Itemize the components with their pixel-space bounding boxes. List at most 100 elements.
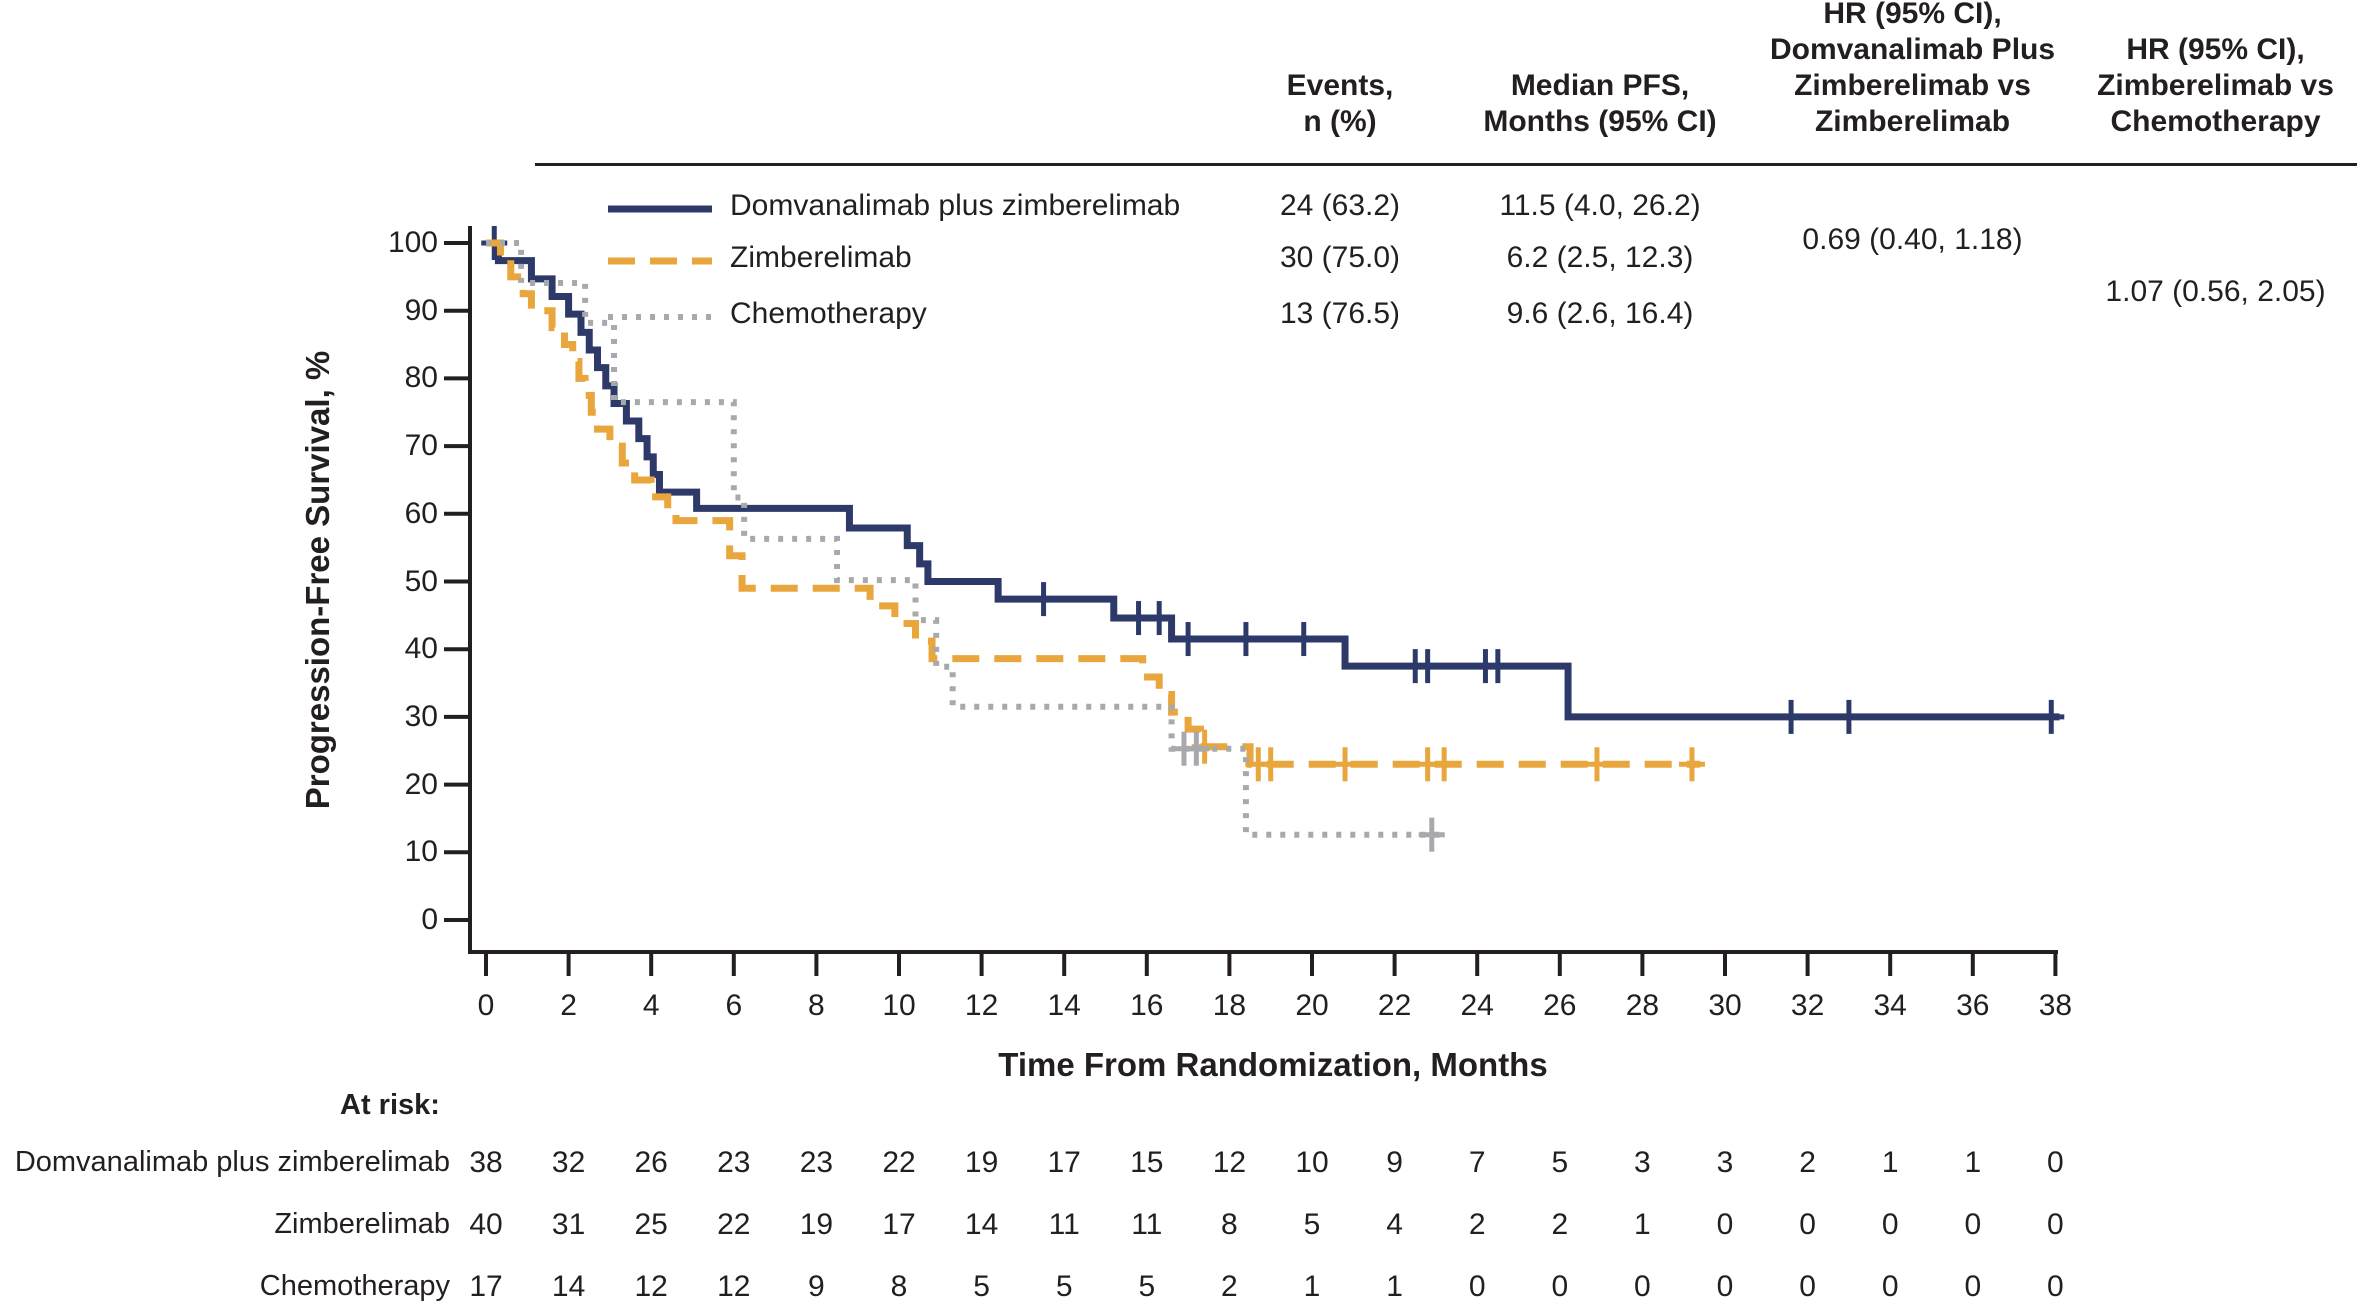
at-risk-count: 25 bbox=[634, 1208, 668, 1241]
events-value-row1: 24 (63.2) bbox=[1279, 189, 1401, 222]
at-risk-count: 10 bbox=[1295, 1146, 1329, 1179]
at-risk-count: 19 bbox=[799, 1208, 834, 1241]
x-tick-label: 24 bbox=[1460, 989, 1494, 1022]
x-tick-label: 34 bbox=[1873, 989, 1907, 1022]
at-risk-count: 8 bbox=[890, 1270, 908, 1303]
x-tick-label: 0 bbox=[477, 989, 495, 1022]
at-risk-count: 2 bbox=[1551, 1208, 1569, 1241]
hr-value-zim-vs-chemo: 1.07 (0.56, 2.05) bbox=[2105, 275, 2326, 308]
at-risk-count: 0 bbox=[1881, 1208, 1899, 1241]
y-tick-label: 80 bbox=[404, 361, 438, 395]
at-risk-count: 1 bbox=[1964, 1146, 1982, 1179]
at-risk-count: 1 bbox=[1386, 1270, 1403, 1303]
at-risk-count: 26 bbox=[634, 1146, 668, 1179]
at-risk-row-label-chemo: Chemotherapy bbox=[259, 1270, 450, 1302]
y-tick-label: 50 bbox=[404, 564, 438, 598]
at-risk-count: 17 bbox=[882, 1208, 916, 1241]
at-risk-count: 38 bbox=[469, 1146, 503, 1179]
at-risk-count: 22 bbox=[717, 1208, 751, 1241]
at-risk-count: 0 bbox=[1634, 1270, 1651, 1303]
at-risk-count: 8 bbox=[1221, 1208, 1238, 1241]
at-risk-count: 12 bbox=[717, 1270, 751, 1303]
at-risk-count: 0 bbox=[1799, 1208, 1816, 1241]
x-tick-label: 16 bbox=[1130, 989, 1164, 1022]
at-risk-count: 15 bbox=[1130, 1146, 1164, 1179]
events-value-row2: 30 (75.0) bbox=[1279, 241, 1401, 274]
x-tick-label: 6 bbox=[725, 989, 743, 1022]
y-tick-label: 40 bbox=[404, 632, 438, 666]
at-risk-count: 0 bbox=[1881, 1270, 1899, 1303]
at-risk-count: 0 bbox=[1716, 1208, 1734, 1241]
legend-label: Domvanalimab plus zimberelimab bbox=[730, 189, 1181, 222]
y-tick-label: 60 bbox=[404, 496, 438, 530]
y-tick-label: 100 bbox=[387, 226, 438, 259]
legend-label: Chemotherapy bbox=[730, 297, 927, 330]
y-tick-label: 30 bbox=[404, 699, 438, 733]
at-risk-count: 0 bbox=[2047, 1208, 2064, 1241]
at-risk-count: 22 bbox=[882, 1146, 916, 1179]
at-risk-count: 4 bbox=[1386, 1208, 1403, 1241]
at-risk-row-label-zim: Zimberelimab bbox=[274, 1208, 450, 1240]
hr-value-dom-vs-zim: 0.69 (0.40, 1.18) bbox=[1802, 223, 2023, 256]
at-risk-count: 9 bbox=[1386, 1146, 1403, 1179]
at-risk-count: 1 bbox=[1634, 1208, 1651, 1241]
legend-line-sample-dotted bbox=[608, 309, 712, 320]
at-risk-count: 23 bbox=[799, 1146, 834, 1179]
legend-label: Zimberelimab bbox=[730, 241, 912, 274]
x-tick-label: 10 bbox=[882, 989, 916, 1022]
x-tick-label: 32 bbox=[1790, 989, 1825, 1022]
at-risk-count: 2 bbox=[1221, 1270, 1238, 1303]
at-risk-count: 23 bbox=[717, 1146, 751, 1179]
at-risk-row-label-dom-zim: Domvanalimab plus zimberelimab bbox=[14, 1146, 450, 1178]
at-risk-count: 14 bbox=[964, 1208, 999, 1241]
at-risk-count: 31 bbox=[551, 1208, 586, 1241]
at-risk-count: 11 bbox=[1048, 1208, 1080, 1241]
y-tick-label: 10 bbox=[404, 835, 438, 869]
km-curve-1 bbox=[486, 239, 1701, 768]
at-risk-count: 11 bbox=[1131, 1208, 1163, 1241]
y-tick-label: 0 bbox=[421, 903, 438, 936]
median-value-row3: 9.6 (2.6, 16.4) bbox=[1506, 297, 1694, 330]
y-tick-label: 90 bbox=[404, 293, 438, 327]
x-tick-label: 8 bbox=[808, 989, 825, 1022]
at-risk-count: 5 bbox=[973, 1270, 990, 1303]
legend-line-sample-solid bbox=[608, 201, 712, 213]
at-risk-count: 19 bbox=[964, 1146, 999, 1179]
at-risk-count: 0 bbox=[1964, 1208, 1982, 1241]
x-tick-label: 20 bbox=[1295, 989, 1329, 1022]
at-risk-count: 0 bbox=[1551, 1270, 1569, 1303]
at-risk-count: 3 bbox=[1634, 1146, 1651, 1179]
header-rule bbox=[535, 163, 2357, 166]
at-risk-count: 17 bbox=[469, 1270, 503, 1303]
x-axis-title: Time From Randomization, Months bbox=[998, 1046, 1548, 1083]
at-risk-count: 0 bbox=[1716, 1270, 1734, 1303]
x-tick-label: 2 bbox=[560, 989, 577, 1022]
km-curve-0 bbox=[486, 239, 2060, 721]
at-risk-count: 12 bbox=[634, 1270, 668, 1303]
at-risk-count: 12 bbox=[1212, 1146, 1247, 1179]
at-risk-count: 5 bbox=[1303, 1208, 1321, 1241]
x-tick-label: 28 bbox=[1625, 989, 1660, 1022]
x-tick-label: 30 bbox=[1708, 989, 1742, 1022]
col-header-median-pfs: Median PFS, Months (95% CI) bbox=[1483, 69, 1717, 138]
at-risk-count: 5 bbox=[1055, 1270, 1073, 1303]
y-tick-label: 70 bbox=[404, 429, 438, 463]
x-tick-label: 14 bbox=[1047, 989, 1081, 1022]
at-risk-count: 5 bbox=[1138, 1270, 1156, 1303]
at-risk-count: 40 bbox=[469, 1208, 503, 1241]
median-value-row2: 6.2 (2.5, 12.3) bbox=[1506, 241, 1694, 274]
at-risk-title: At risk: bbox=[340, 1089, 440, 1121]
x-tick-label: 12 bbox=[964, 989, 999, 1022]
x-tick-label: 22 bbox=[1377, 989, 1412, 1022]
y-tick-label: 20 bbox=[404, 767, 438, 801]
at-risk-count: 1 bbox=[1881, 1146, 1899, 1179]
x-tick-label: 18 bbox=[1212, 989, 1247, 1022]
at-risk-count: 3 bbox=[1716, 1146, 1734, 1179]
at-risk-count: 32 bbox=[551, 1146, 586, 1179]
at-risk-count: 14 bbox=[551, 1270, 586, 1303]
at-risk-count: 0 bbox=[1799, 1270, 1816, 1303]
at-risk-count: 17 bbox=[1047, 1146, 1081, 1179]
at-risk-count: 9 bbox=[808, 1270, 825, 1303]
